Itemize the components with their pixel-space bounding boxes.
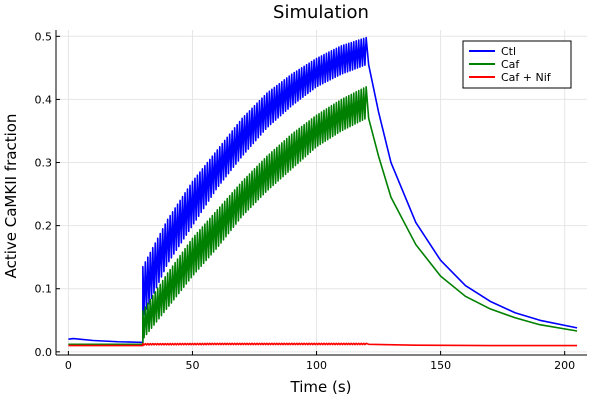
y-axis-label: Active CaMKII fraction [2,114,20,279]
legend-label: Ctl [501,45,516,58]
y-tick-label: 0.2 [35,220,53,233]
x-tick-label: 200 [554,359,575,372]
series-line-1 [68,86,578,346]
series-line-0 [68,36,578,344]
series-line-2 [68,342,578,347]
legend-label: Caf + Nif [501,71,552,84]
x-tick-label: 0 [65,359,72,372]
chart-title: Simulation [273,2,369,23]
x-tick-label: 150 [430,359,451,372]
series-group [68,36,578,347]
x-axis-label: Time (s) [290,378,352,396]
ticks: 0 50 100 150 200 0.0 0.1 0.2 0.3 0.4 0.5 [35,30,576,372]
y-tick-label: 0.5 [35,30,53,43]
legend-label: Caf [501,58,520,71]
x-tick-label: 50 [185,359,199,372]
y-tick-label: 0.0 [35,346,53,359]
y-tick-label: 0.4 [35,93,53,106]
grid [56,30,587,355]
x-tick-label: 100 [306,359,327,372]
y-tick-label: 0.3 [35,157,53,170]
axes [55,30,587,356]
y-tick-label: 0.1 [35,283,53,296]
